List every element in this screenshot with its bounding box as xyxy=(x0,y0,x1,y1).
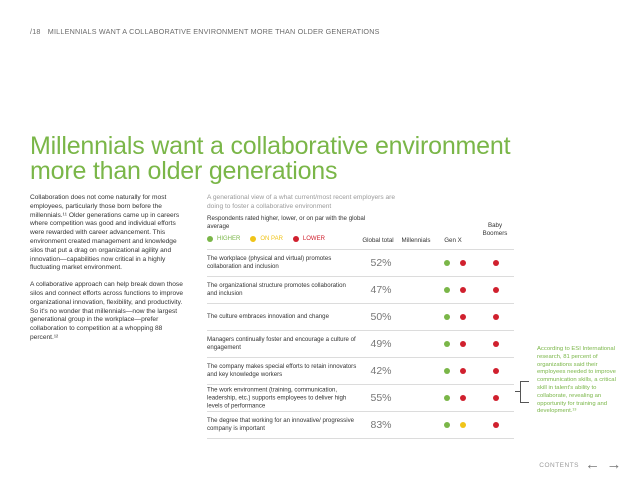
millennials-higher-dot-icon xyxy=(444,314,450,320)
row-label: The workplace (physical and virtual) pro… xyxy=(207,255,332,270)
row-label: The culture embraces innovation and chan… xyxy=(207,313,329,321)
col-baby-boomers-line2: Boomers xyxy=(482,229,508,237)
table-row: The workplace (physical and virtual) pro… xyxy=(207,249,514,276)
section-title: MILLENNIALS WANT A COLLABORATIVE ENVIRON… xyxy=(47,27,380,36)
boomers-lower-dot-icon xyxy=(493,260,499,266)
global-total-value: 47% xyxy=(370,284,392,296)
boomers-lower-dot-icon xyxy=(493,287,499,293)
legend-lower-label: LOWER xyxy=(302,236,325,242)
table-row: The culture embraces innovation and chan… xyxy=(207,303,514,330)
table-row: The work environment (training, communic… xyxy=(207,384,514,411)
boomers-lower-dot-icon xyxy=(493,341,499,347)
genx-lower-dot-icon xyxy=(459,314,466,320)
onpar-dot-icon xyxy=(250,236,257,242)
table-row: The company makes special efforts to ret… xyxy=(207,357,514,384)
table-row: Managers continually foster and encourag… xyxy=(207,330,514,357)
table-row: The degree that working for an innovativ… xyxy=(207,411,514,439)
table-row: The organizational structure promotes co… xyxy=(207,276,514,303)
row-label: Managers continually foster and encourag… xyxy=(207,336,356,351)
legend-higher-label: HIGHER xyxy=(217,236,241,242)
col-genx: Gen X xyxy=(444,237,462,244)
row-label: The organizational structure promotes co… xyxy=(207,282,346,297)
millennials-higher-dot-icon xyxy=(444,341,450,347)
genx-lower-dot-icon xyxy=(459,368,466,374)
legend-lower: LOWER xyxy=(292,236,325,242)
global-total-value: 42% xyxy=(370,365,392,377)
millennials-higher-dot-icon xyxy=(444,395,450,401)
genx-lower-dot-icon xyxy=(459,260,466,266)
title-line-1: Millennials want a collaborative environ… xyxy=(30,132,511,160)
next-arrow-icon[interactable]: → xyxy=(606,456,622,473)
millennials-higher-dot-icon xyxy=(444,368,450,374)
genx-lower-dot-icon xyxy=(459,395,466,401)
col-millennials: Millennials xyxy=(401,237,431,244)
row-label: The work environment (training, communic… xyxy=(207,386,347,409)
millennials-higher-dot-icon xyxy=(444,422,450,428)
legend-onpar-label: ON PAR xyxy=(260,236,283,242)
millennials-higher-dot-icon xyxy=(444,287,450,293)
boomers-lower-dot-icon xyxy=(493,395,499,401)
title-line-2: more than older generations xyxy=(30,157,338,185)
sidebar-note: According to ESI International research,… xyxy=(537,346,616,415)
genx-lower-dot-icon xyxy=(459,287,466,293)
genx-lower-dot-icon xyxy=(459,341,466,347)
genx-onpar-dot-icon xyxy=(459,422,466,428)
lower-dot-icon xyxy=(292,236,299,242)
global-total-value: 49% xyxy=(370,338,392,350)
body-text: Collaboration does not come naturally fo… xyxy=(30,194,190,343)
col-baby-boomers-line1: Baby xyxy=(487,222,503,229)
bracket-connector xyxy=(515,391,520,392)
boomers-lower-dot-icon xyxy=(493,314,499,320)
page-header: /18 MILLENNIALS WANT A COLLABORATIVE ENV… xyxy=(30,27,380,36)
row-label: The company makes special efforts to ret… xyxy=(207,363,357,378)
body-paragraph-1: Collaboration does not come naturally fo… xyxy=(30,194,180,272)
boomers-lower-dot-icon xyxy=(493,422,499,428)
page-title: Millennials want a collaborative environ… xyxy=(30,132,511,185)
global-total-value: 50% xyxy=(370,311,392,323)
body-paragraph-2: A collaborative approach can help break … xyxy=(30,281,184,341)
col-baby-boomers: Baby Boomers xyxy=(475,222,515,237)
chart-subtitle: A generational view of a what current/mo… xyxy=(207,194,396,210)
boomers-lower-dot-icon xyxy=(493,368,499,374)
global-total-value: 55% xyxy=(370,392,392,404)
legend: HIGHER ON PAR LOWER xyxy=(207,236,325,242)
higher-dot-icon xyxy=(207,236,213,242)
page-number: /18 xyxy=(30,27,41,36)
bracket xyxy=(520,381,529,403)
millennials-higher-dot-icon xyxy=(444,260,450,266)
col-global-total: Global total xyxy=(362,237,394,244)
legend-higher: HIGHER xyxy=(207,236,240,242)
footer-nav: CONTENTS ← → xyxy=(539,456,622,473)
prev-arrow-icon[interactable]: ← xyxy=(585,456,601,473)
row-label: The degree that working for an innovativ… xyxy=(207,417,355,432)
comparison-table: The workplace (physical and virtual) pro… xyxy=(207,249,514,439)
global-total-value: 52% xyxy=(370,257,392,269)
respondents-note: Respondents rated higher, lower, or on p… xyxy=(207,215,366,231)
legend-onpar: ON PAR xyxy=(250,236,283,242)
contents-link[interactable]: CONTENTS xyxy=(539,461,579,469)
global-total-value: 83% xyxy=(370,419,392,431)
